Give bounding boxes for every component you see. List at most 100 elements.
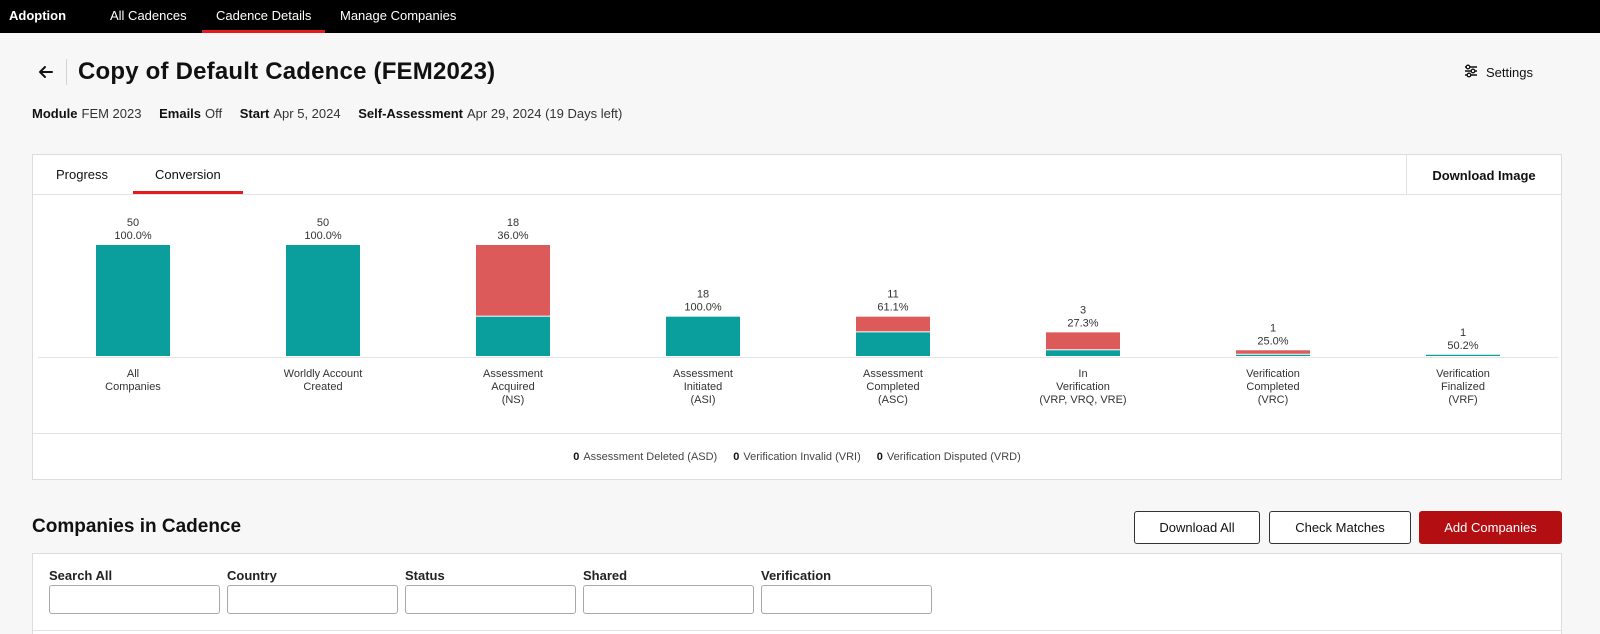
data-label-count: 1 [1460, 327, 1466, 339]
category-label: (NS) [502, 394, 525, 406]
category-label: Verification [1246, 368, 1300, 380]
bar-red [476, 245, 550, 316]
top-nav-bar: Adoption All Cadences Cadence Details Ma… [0, 0, 1600, 33]
status-input[interactable] [405, 585, 576, 614]
title-divider [66, 59, 67, 85]
footer-count: 0 [573, 451, 580, 463]
footer-item-vrd: 0 Verification Disputed (VRD) [877, 451, 1021, 463]
data-label-percent: 61.1% [877, 302, 908, 314]
download-image-button[interactable]: Download Image [1406, 155, 1561, 195]
footer-label: Verification Disputed (VRD) [886, 451, 1021, 463]
data-label-percent: 50.2% [1447, 340, 1478, 352]
filters-divider [33, 630, 1561, 631]
data-label-count: 50 [317, 217, 329, 229]
search-all-input[interactable] [49, 585, 220, 614]
cadence-meta: Module FEM 2023 Emails Off Start Apr 5, 202… [32, 106, 636, 121]
footer-count: 0 [733, 451, 740, 463]
category-label: Assessment [673, 368, 733, 380]
category-label: Verification [1436, 368, 1490, 380]
bar-teal [96, 245, 170, 356]
download-all-button[interactable]: Download All [1134, 511, 1260, 544]
category-label: Completed [1246, 381, 1299, 393]
category-label: Created [303, 381, 342, 393]
bar-teal [1426, 354, 1500, 356]
filter-label: Status [405, 568, 445, 583]
category-label: Finalized [1441, 381, 1485, 393]
sliders-icon [1464, 64, 1478, 81]
category-label: In [1078, 368, 1087, 380]
bar-teal [286, 245, 360, 356]
category-label: (ASI) [690, 394, 715, 406]
panel-tabs: Progress Conversion Download Image [33, 155, 1561, 195]
category-label: (VRP, VRQ, VRE) [1039, 394, 1126, 406]
nav-manage-companies[interactable]: Manage Companies [340, 8, 457, 23]
brand-label[interactable]: Adoption [9, 8, 67, 23]
filter-country: Country [227, 568, 398, 614]
category-label: Assessment [863, 368, 923, 380]
check-matches-button[interactable]: Check Matches [1269, 511, 1411, 544]
companies-section-title: Companies in Cadence [32, 516, 242, 537]
start-label: Start [239, 106, 270, 121]
bar-red [1046, 332, 1120, 350]
data-label-count: 11 [887, 289, 898, 301]
bar-teal [666, 316, 740, 356]
footer-label: Assessment Deleted (ASD) [583, 451, 718, 463]
add-companies-button[interactable]: Add Companies [1419, 511, 1562, 544]
data-label-count: 50 [127, 217, 139, 229]
footer-item-asd: 0 Assessment Deleted (ASD) [573, 451, 717, 463]
data-label-percent: 36.0% [497, 230, 528, 242]
emails-label: Emails [159, 106, 202, 121]
footer-item-vri: 0 Verification Invalid (VRI) [733, 451, 861, 463]
self-assessment-label: Self-Assessment [358, 106, 464, 121]
filter-verification: Verification [761, 568, 932, 614]
tab-conversion[interactable]: Conversion [133, 167, 243, 194]
module-value: FEM 2023 [81, 106, 142, 121]
bar-teal [856, 332, 930, 356]
verification-input[interactable] [761, 585, 932, 614]
start-value: Apr 5, 2024 [273, 106, 341, 121]
bar-red [1236, 350, 1310, 354]
filter-label: Shared [583, 568, 628, 583]
nav-all-cadences[interactable]: All Cadences [110, 8, 187, 23]
bar-teal [1236, 354, 1310, 356]
footer-label: Verification Invalid (VRI) [743, 451, 861, 463]
category-label: (VRC) [1258, 394, 1289, 406]
chart-footer: 0 Assessment Deleted (ASD) 0 Verification … [33, 433, 1561, 480]
data-label-percent: 25.0% [1257, 335, 1288, 347]
data-label-percent: 100.0% [684, 302, 722, 314]
conversion-panel: Progress Conversion Download Image 50 100… [32, 154, 1562, 480]
filter-shared: Shared [583, 568, 754, 614]
data-label-count: 18 [507, 217, 519, 229]
emails-value: Off [205, 106, 223, 121]
settings-label: Settings [1486, 65, 1533, 80]
tab-progress[interactable]: Progress [56, 167, 109, 182]
filter-label: Verification [761, 568, 832, 583]
shared-input[interactable] [583, 585, 754, 614]
back-arrow-icon[interactable] [36, 62, 56, 82]
bar-red [856, 316, 930, 332]
data-label-percent: 100.0% [114, 230, 152, 242]
data-label-count: 1 [1270, 322, 1276, 334]
category-label: Acquired [491, 381, 534, 393]
filter-label: Search All [49, 568, 113, 583]
settings-button[interactable]: Settings [1464, 64, 1533, 81]
category-label: (ASC) [878, 394, 908, 406]
category-label: Initiated [684, 381, 723, 393]
filter-status: Status [405, 568, 576, 614]
filters-bar: Search All Country Status Shared Verific… [32, 553, 1562, 634]
module-label: Module [32, 106, 78, 121]
category-label: Verification [1056, 381, 1110, 393]
data-label-count: 18 [697, 289, 709, 301]
nav-cadence-details[interactable]: Cadence Details [201, 8, 326, 33]
page-title: Copy of Default Cadence (FEM2023) [78, 58, 496, 85]
filter-label: Country [227, 568, 277, 583]
self-assessment-value: Apr 29, 2024 (19 Days left) [467, 106, 623, 121]
category-label: (VRF) [1448, 394, 1477, 406]
category-label: Completed [866, 381, 919, 393]
country-input[interactable] [227, 585, 398, 614]
footer-count: 0 [876, 451, 883, 463]
data-label-count: 3 [1080, 304, 1086, 316]
data-label-percent: 27.3% [1067, 317, 1098, 329]
filter-search-all: Search All [49, 568, 220, 614]
